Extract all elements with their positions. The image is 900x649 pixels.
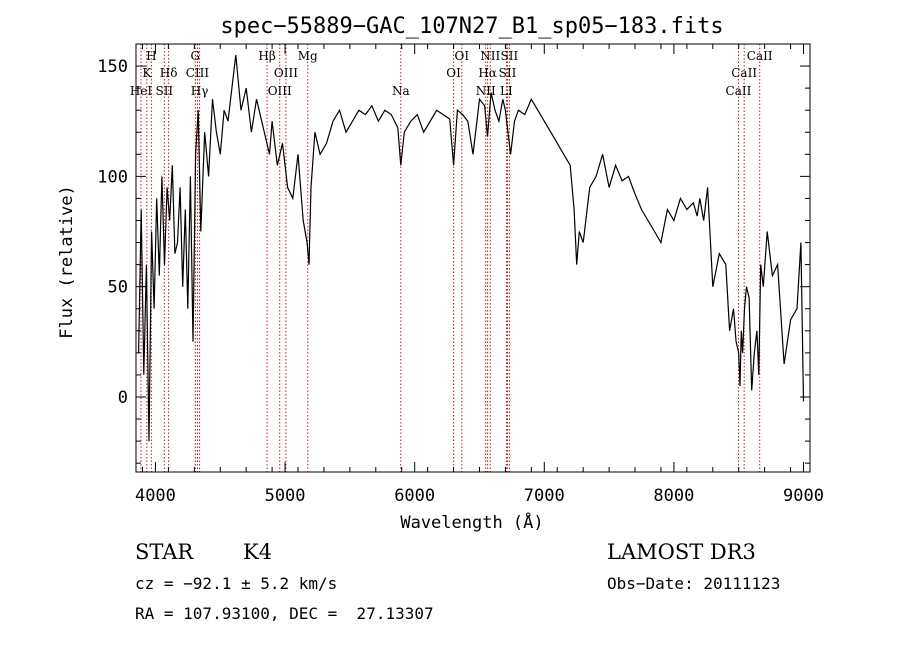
x-tick-label: 5000	[265, 486, 306, 506]
spectral-line-label: NII	[480, 49, 500, 63]
spectral-line-label: CaII	[726, 84, 752, 98]
spectral-line-label: H	[146, 49, 156, 63]
spectral-line-label: G	[191, 49, 201, 63]
plot-frame	[135, 43, 811, 473]
chart-title: spec−55889−GAC_107N27_B1_sp05−183.fits	[220, 14, 723, 39]
spectral-line-label: SII	[155, 84, 173, 98]
spectral-line-markers	[140, 44, 761, 472]
observation-date: Obs−Date: 20111123	[607, 574, 781, 593]
spectral-line-label: SII	[501, 49, 519, 63]
spectral-line-label: NII	[476, 84, 496, 98]
y-tick-label: 50	[108, 278, 128, 298]
spectral-line-label: Mg	[298, 49, 318, 63]
y-axis-label: Flux (relative)	[57, 185, 77, 339]
x-axis-ticks: 4000 5000 6000 7000 8000 9000	[135, 44, 824, 506]
spectral-line-label: LI	[500, 84, 513, 98]
x-tick-label: 8000	[653, 486, 694, 506]
y-tick-label: 100	[97, 167, 128, 187]
spectral-line-label: Hβ	[258, 49, 275, 63]
spectral-line-label: SII	[499, 66, 517, 80]
spectral-line-label: OIII	[268, 84, 292, 98]
spectral-line-label: Hδ	[160, 66, 178, 80]
spectral-line-label: Hγ	[191, 84, 209, 98]
x-tick-label: 7000	[524, 486, 565, 506]
y-tick-label: 0	[118, 388, 128, 408]
x-tick-label: 6000	[394, 486, 435, 506]
x-axis-label: Wavelength (Å)	[400, 511, 543, 533]
spectral-line-label: CaII	[747, 49, 773, 63]
spectrum-series	[138, 54, 805, 442]
spectral-line-label: Na	[392, 84, 410, 98]
y-axis-ticks: 0 50 100 150	[97, 43, 810, 464]
spectral-line-label: HeI	[130, 84, 153, 98]
x-tick-label: 9000	[783, 486, 824, 506]
redshift-velocity: cz = −92.1 ± 5.2 km/s	[135, 574, 338, 593]
survey-name: LAMOST DR3	[607, 540, 756, 564]
spectral-line-label: CaII	[731, 66, 757, 80]
spectral-line-label: OI	[446, 66, 461, 80]
spectral-line-label: OIII	[274, 66, 298, 80]
object-class: STAR	[135, 540, 194, 564]
spectral-line-label: Hα	[478, 66, 497, 80]
spectral-line-label: OI	[455, 49, 470, 63]
x-tick-label: 4000	[135, 486, 176, 506]
spectral-line-label: K	[142, 66, 152, 80]
coordinates: RA = 107.93100, DEC = 27.13307	[135, 604, 434, 623]
spectral-line-label: CIII	[186, 66, 210, 80]
y-tick-label: 150	[97, 57, 128, 77]
object-subclass: K4	[243, 540, 273, 564]
